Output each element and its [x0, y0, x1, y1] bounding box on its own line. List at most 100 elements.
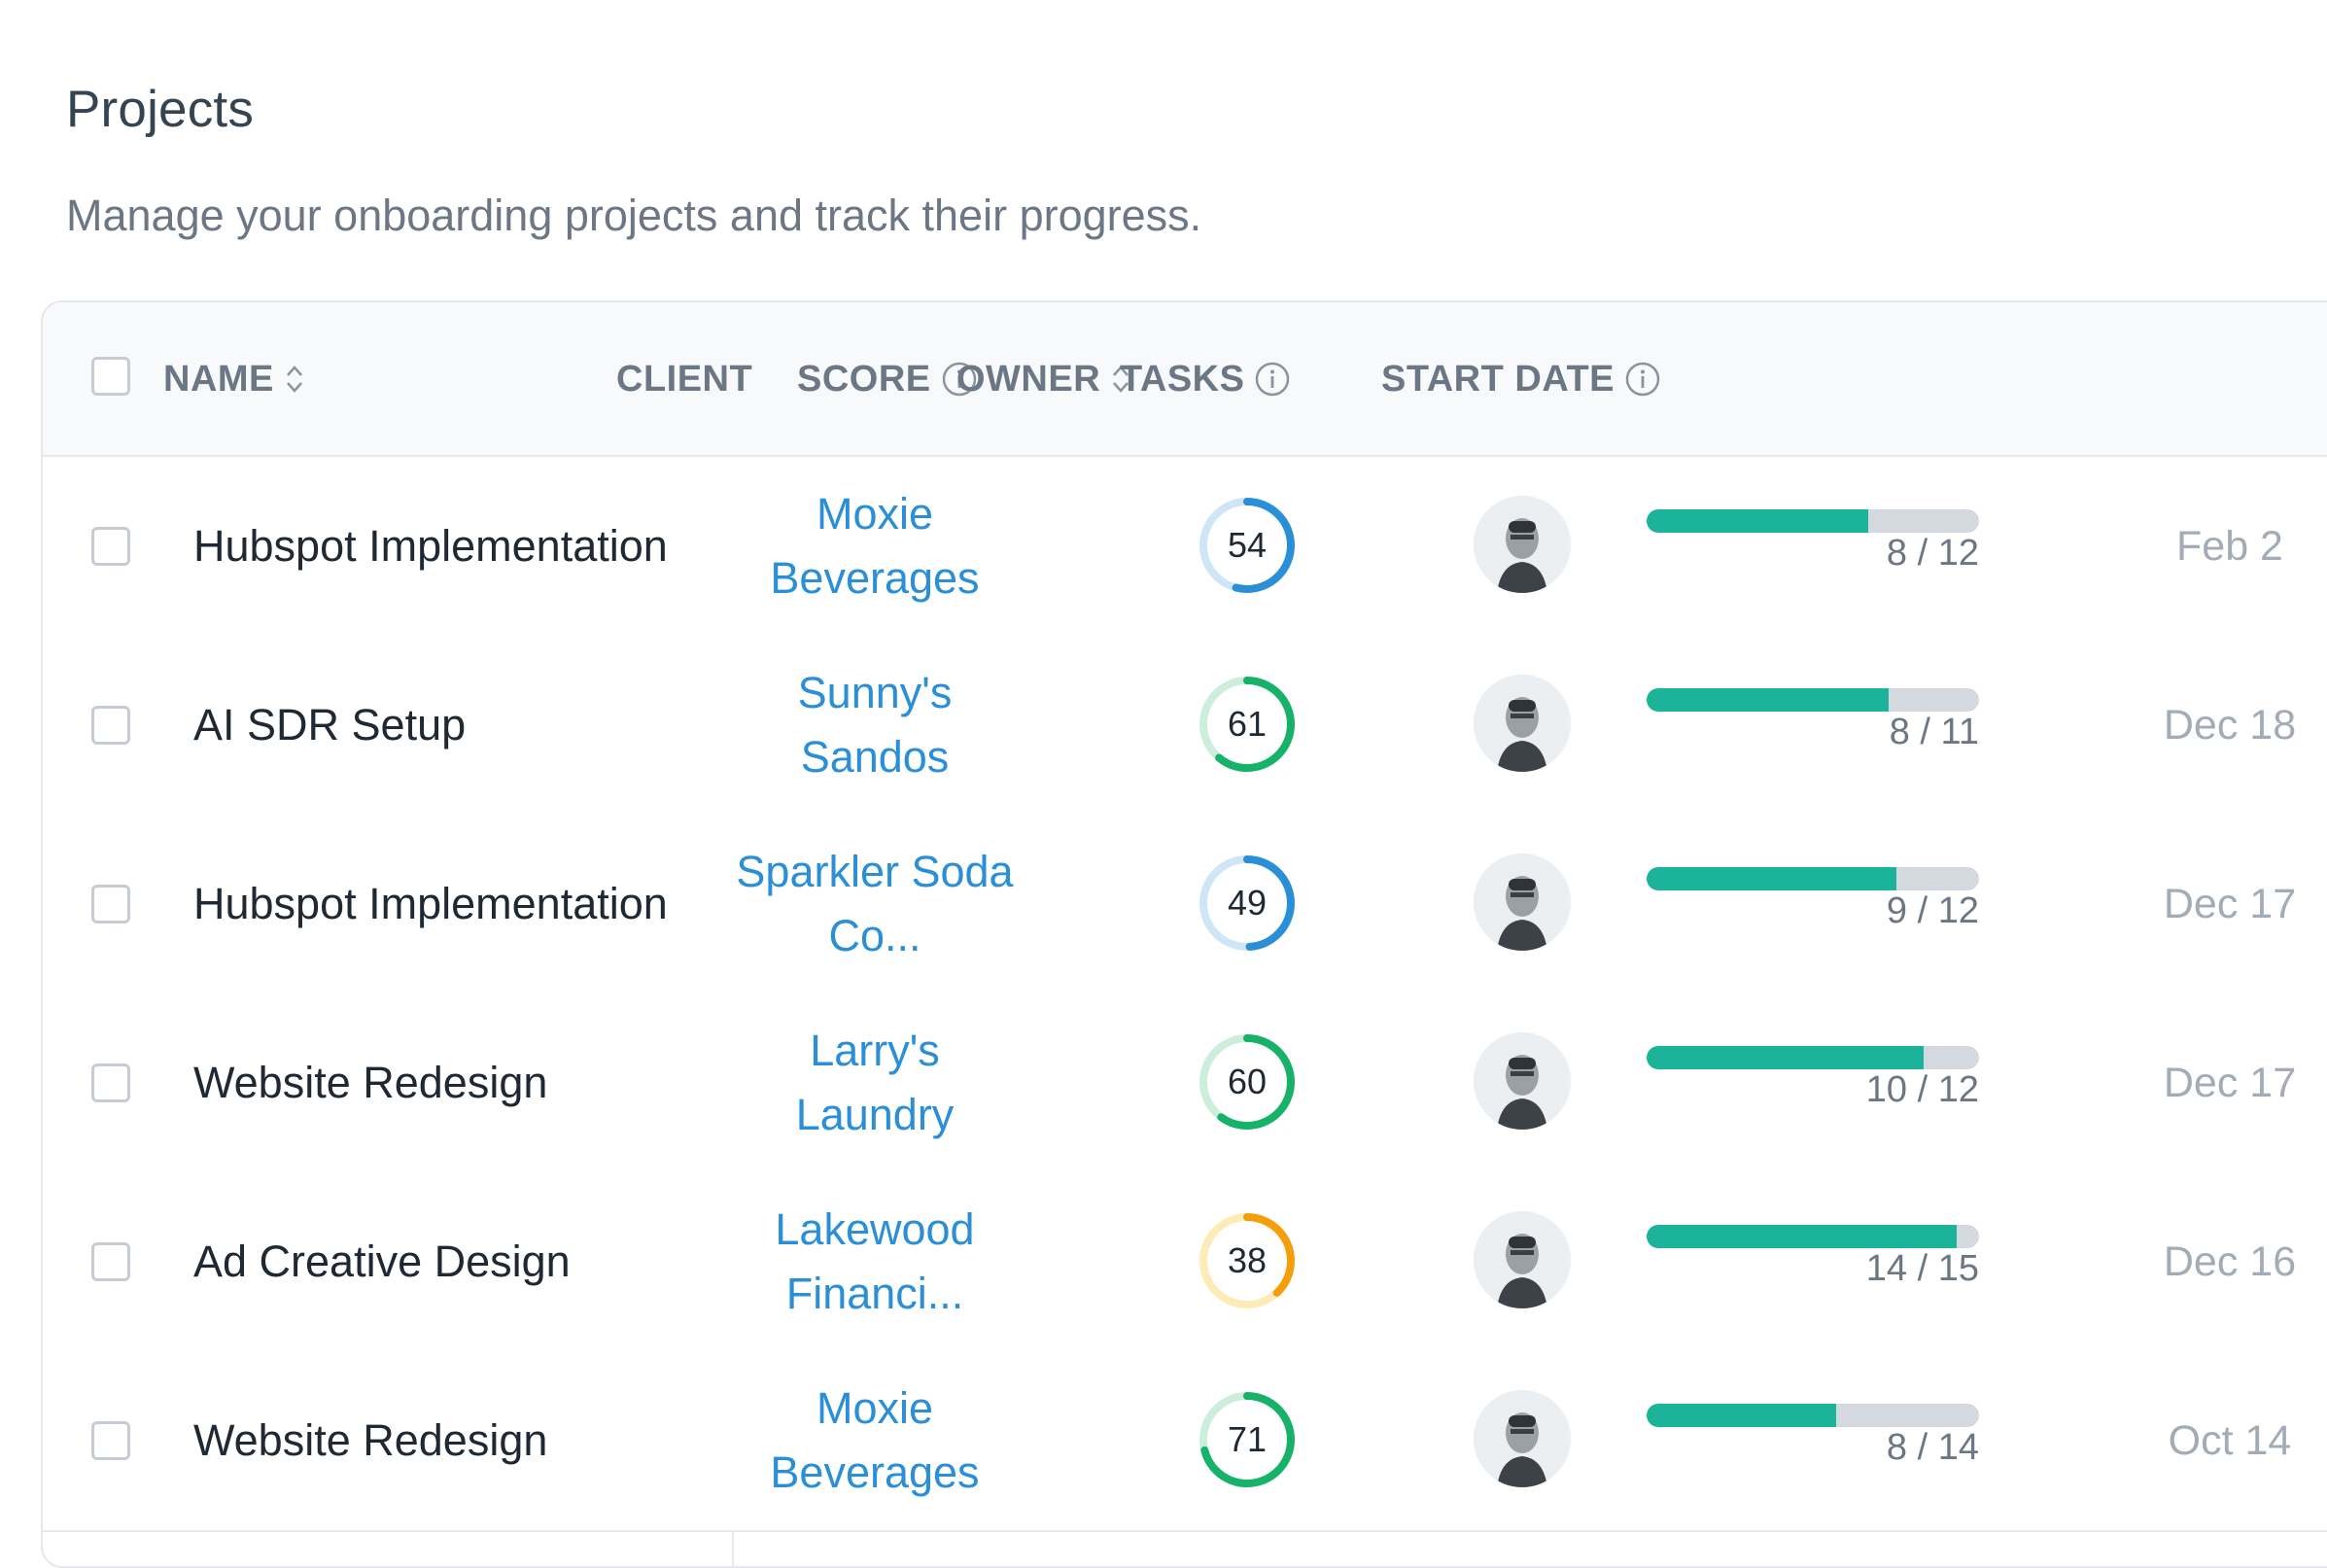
- project-name[interactable]: Website Redesign: [193, 1058, 548, 1107]
- start-date: Dec 18: [2163, 701, 2297, 749]
- tasks-count: 14 / 15: [1865, 1248, 1979, 1289]
- sort-icon[interactable]: [1110, 363, 1131, 396]
- table-row[interactable]: Website Redesign Larry's Laundry 60 10 /…: [43, 993, 2327, 1174]
- user-avatar-icon: [1474, 1211, 1571, 1308]
- tasks-count: 8 / 14: [1886, 1427, 1979, 1468]
- tasks-progress-fill: [1647, 509, 1869, 533]
- client-link[interactable]: Lakewood Financi...: [734, 1172, 1016, 1351]
- client-link[interactable]: Sparkler Soda Co...: [734, 815, 1016, 993]
- tasks-progress-bar: [1647, 1046, 1979, 1069]
- tasks-progress-fill: [1647, 867, 1896, 890]
- owner-avatar[interactable]: [1474, 1032, 1571, 1130]
- client-name[interactable]: Sparkler Soda Co...: [736, 847, 1014, 960]
- column-header-name[interactable]: NAME: [163, 355, 305, 403]
- tasks-count: 8 / 12: [1886, 533, 1979, 574]
- column-label-score: SCORE: [797, 358, 931, 400]
- owner-avatar[interactable]: [1474, 1211, 1571, 1308]
- info-icon[interactable]: [941, 361, 978, 398]
- owner-avatar[interactable]: [1474, 1390, 1571, 1487]
- score-ring-icon: [1199, 1213, 1295, 1308]
- project-name[interactable]: Website Redesign: [193, 1415, 548, 1465]
- score-value: 38: [1227, 1240, 1268, 1280]
- column-header-start-date: START DATE: [1381, 355, 1661, 403]
- client-name[interactable]: Sunny's Sandos: [797, 668, 953, 782]
- user-avatar-icon: [1474, 1390, 1571, 1487]
- tasks-count: 9 / 12: [1886, 890, 1979, 931]
- score-ring-icon: [1199, 677, 1295, 772]
- table-row[interactable]: Website Redesign Moxie Beverages 71 8 / …: [43, 1351, 2327, 1532]
- tasks-count: 8 / 11: [1889, 712, 1979, 752]
- info-icon[interactable]: [1624, 361, 1661, 398]
- table-row[interactable]: Ad Creative Design Lakewood Financi... 3…: [43, 1172, 2327, 1353]
- client-name[interactable]: Moxie Beverages: [770, 489, 980, 603]
- project-name[interactable]: AI SDR Setup: [193, 700, 467, 749]
- score-value: 54: [1227, 525, 1268, 565]
- column-header-score: SCORE: [797, 355, 978, 403]
- tasks-progress-bar: [1647, 1225, 1979, 1248]
- column-header-client: CLIENT: [616, 355, 752, 403]
- column-header-owner[interactable]: OWNER: [956, 355, 1131, 403]
- row-checkbox[interactable]: [91, 1063, 130, 1102]
- info-icon[interactable]: [1254, 361, 1291, 398]
- tasks-progress-fill: [1647, 1404, 1837, 1427]
- score-ring: 38: [1196, 1209, 1299, 1312]
- start-date: Oct 14: [2168, 1416, 2292, 1464]
- score-value: 60: [1227, 1062, 1268, 1101]
- row-checkbox[interactable]: [91, 527, 130, 566]
- table-row[interactable]: Hubspot Implementation Moxie Beverages 5…: [43, 457, 2327, 638]
- page-subtitle: Manage your onboarding projects and trac…: [66, 191, 1202, 240]
- column-header-tasks: TASKS: [1120, 355, 1291, 403]
- tasks-count: 10 / 12: [1865, 1069, 1979, 1110]
- select-all-checkbox[interactable]: [91, 357, 130, 396]
- column-label-client: CLIENT: [616, 358, 753, 400]
- score-ring-icon: [1199, 498, 1295, 593]
- client-name[interactable]: Moxie Beverages: [770, 1383, 980, 1497]
- project-name[interactable]: Ad Creative Design: [193, 1237, 571, 1286]
- tasks-progress-bar: [1647, 1404, 1979, 1427]
- score-value: 71: [1227, 1419, 1268, 1459]
- start-date: Dec 16: [2163, 1237, 2297, 1285]
- column-label-owner: OWNER: [956, 358, 1101, 400]
- row-checkbox[interactable]: [91, 1242, 130, 1281]
- user-avatar-icon: [1474, 1032, 1571, 1130]
- project-name[interactable]: Hubspot Implementation: [193, 879, 668, 928]
- tasks-progress-bar: [1647, 867, 1979, 890]
- client-link[interactable]: Sunny's Sandos: [734, 636, 1016, 815]
- score-ring-icon: [1199, 1392, 1295, 1487]
- table-row[interactable]: Hubspot Implementation Sparkler Soda Co.…: [43, 815, 2327, 995]
- start-date: Feb 2: [2176, 522, 2283, 570]
- table-row[interactable]: AI SDR Setup Sunny's Sandos 61 8 / 11 De…: [43, 636, 2327, 817]
- tasks-progress-fill: [1647, 1046, 1924, 1069]
- client-name[interactable]: Lakewood Financi...: [775, 1204, 975, 1318]
- tasks-progress-fill: [1647, 1225, 1958, 1248]
- owner-avatar[interactable]: [1474, 854, 1571, 951]
- owner-avatar[interactable]: [1474, 675, 1571, 772]
- score-value: 49: [1227, 883, 1268, 923]
- client-link[interactable]: Larry's Laundry: [734, 993, 1016, 1172]
- client-link[interactable]: Moxie Beverages: [734, 1351, 1016, 1530]
- user-avatar-icon: [1474, 854, 1571, 951]
- owner-avatar[interactable]: [1474, 496, 1571, 593]
- table-header: NAME CLIENT SCORE OWNER TAS: [43, 302, 2327, 457]
- score-ring: 71: [1196, 1388, 1299, 1491]
- column-label-tasks: TASKS: [1120, 358, 1245, 400]
- client-name[interactable]: Larry's Laundry: [795, 1026, 955, 1139]
- page-title: Projects: [66, 81, 255, 138]
- tasks-progress-bar: [1647, 688, 1979, 712]
- project-name[interactable]: Hubspot Implementation: [193, 521, 668, 571]
- column-label-start-date: START DATE: [1381, 358, 1615, 400]
- client-link[interactable]: Moxie Beverages: [734, 457, 1016, 636]
- score-ring: 54: [1196, 494, 1299, 597]
- score-ring: 60: [1196, 1030, 1299, 1133]
- row-checkbox[interactable]: [91, 885, 130, 923]
- sort-icon[interactable]: [284, 363, 305, 396]
- start-date: Dec 17: [2163, 880, 2297, 927]
- start-date: Dec 17: [2163, 1059, 2297, 1106]
- score-ring-icon: [1199, 855, 1295, 951]
- row-checkbox[interactable]: [91, 1421, 130, 1460]
- row-checkbox[interactable]: [91, 706, 130, 745]
- column-label-name: NAME: [163, 358, 274, 400]
- user-avatar-icon: [1474, 496, 1571, 593]
- score-ring: 49: [1196, 852, 1299, 955]
- projects-table: NAME CLIENT SCORE OWNER TAS: [41, 300, 2327, 1568]
